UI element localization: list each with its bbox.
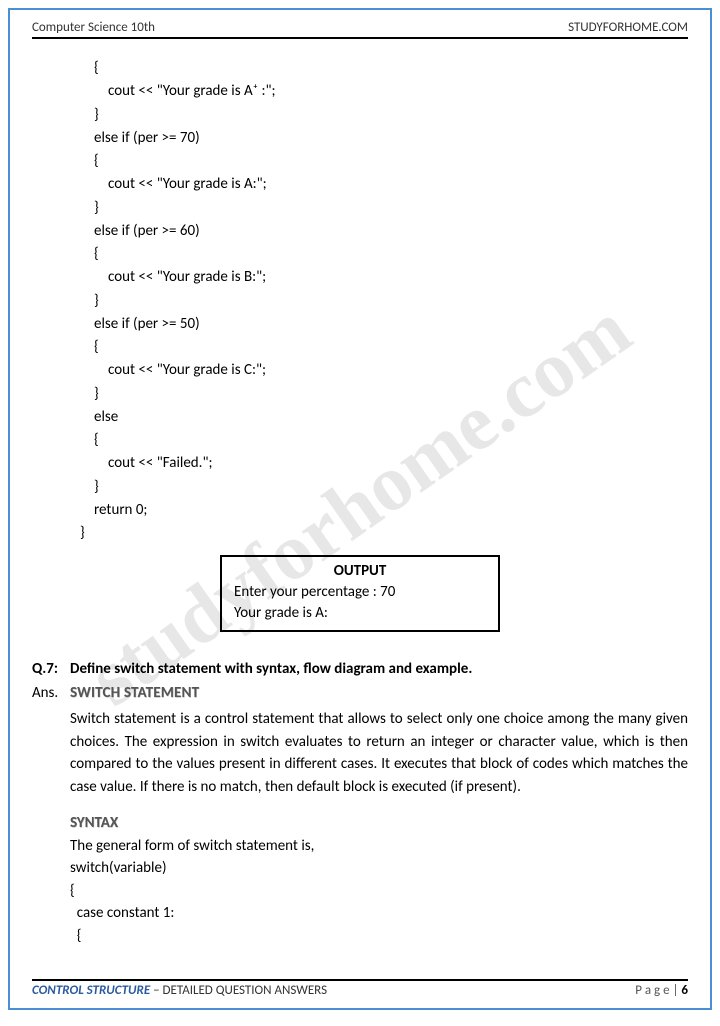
code-line: cout << "Your grade is A:";: [80, 173, 688, 196]
answer-row: Ans. SWITCH STATEMENT: [32, 684, 688, 702]
output-title: OUTPUT: [234, 561, 486, 582]
header-left: Computer Science 10th: [32, 20, 155, 35]
footer-right: P a g e | 6: [635, 983, 688, 998]
page-footer: CONTROL STRUCTURE – DETAILED QUESTION AN…: [32, 979, 688, 998]
question-row: Q.7: Define switch statement with syntax…: [32, 660, 688, 678]
code-line: {: [80, 243, 688, 266]
code-line: cout << "Failed.";: [80, 452, 688, 475]
code-line: {: [80, 57, 688, 80]
header-right: STUDYFORHOME.COM: [568, 20, 688, 35]
footer-chapter: CONTROL STRUCTURE: [32, 983, 150, 998]
syntax-line-3: case constant 1:: [70, 902, 688, 925]
output-line-1: Enter your percentage : 70: [234, 582, 486, 603]
code-line: else if (per >= 50): [80, 313, 688, 336]
footer-page-number: 6: [681, 983, 688, 998]
footer-page-label: P a g e |: [635, 983, 681, 998]
syntax-line-4: {: [70, 925, 688, 948]
code-line: cout << "Your grade is C:";: [80, 359, 688, 382]
code-line: {: [80, 150, 688, 173]
code-line: cout << "Your grade is A⁺ :";: [80, 80, 688, 103]
code-line: }: [80, 522, 688, 545]
output-box: OUTPUT Enter your percentage : 70 Your g…: [220, 555, 500, 632]
code-line: return 0;: [80, 499, 688, 522]
syntax-line-2: {: [70, 880, 688, 903]
syntax-block: SYNTAX The general form of switch statem…: [70, 812, 688, 947]
question-text: Define switch statement with syntax, flo…: [70, 660, 472, 678]
syntax-line-1: switch(variable): [70, 857, 688, 880]
code-line: else if (per >= 70): [80, 127, 688, 150]
answer-body: Switch statement is a control statement …: [70, 708, 688, 798]
code-line: {: [80, 429, 688, 452]
footer-rest: – DETAILED QUESTION ANSWERS: [150, 983, 327, 998]
code-line: }: [80, 104, 688, 127]
output-line-2: Your grade is A:: [234, 603, 486, 624]
code-line: }: [80, 290, 688, 313]
answer-label: Ans.: [32, 684, 70, 702]
syntax-title: SYNTAX: [70, 812, 688, 835]
code-block: {cout << "Your grade is A⁺ :";}else if (…: [80, 57, 688, 545]
code-line: }: [80, 383, 688, 406]
code-line: cout << "Your grade is B:";: [80, 266, 688, 289]
code-line: else: [80, 406, 688, 429]
page-header: Computer Science 10th STUDYFORHOME.COM: [32, 20, 688, 39]
code-line: }: [80, 197, 688, 220]
question-label: Q.7:: [32, 660, 70, 678]
code-line: {: [80, 336, 688, 359]
footer-left: CONTROL STRUCTURE – DETAILED QUESTION AN…: [32, 983, 327, 998]
answer-section-title: SWITCH STATEMENT: [70, 684, 199, 702]
code-line: }: [80, 476, 688, 499]
code-line: else if (per >= 60): [80, 220, 688, 243]
syntax-intro: The general form of switch statement is,: [70, 835, 688, 858]
